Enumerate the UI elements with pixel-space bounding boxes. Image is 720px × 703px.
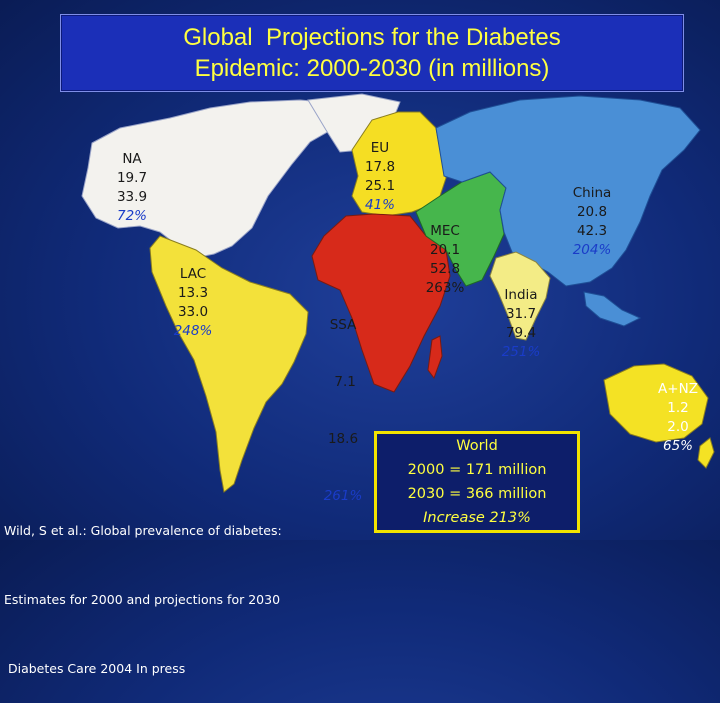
region-label-eu: EU 17.8 25.1 41% bbox=[350, 139, 410, 215]
citation: Wild, S et al.: Global prevalence of dia… bbox=[4, 473, 334, 703]
region-increase: 65% bbox=[662, 438, 693, 454]
region-label-na: NA 19.7 33.9 72% bbox=[104, 150, 160, 226]
region-label-china: China 20.8 42.3 204% bbox=[562, 184, 622, 260]
world-label: World bbox=[456, 438, 498, 454]
new-zealand-region bbox=[697, 437, 715, 469]
region-value-2030: 42.3 bbox=[576, 223, 608, 239]
region-value-2000: 20.8 bbox=[576, 204, 608, 220]
region-label-ssa: SSA 7.1 18.6 261% bbox=[314, 278, 372, 525]
citation-line-3: Diabetes Care 2004 In press bbox=[4, 661, 186, 676]
region-name: India bbox=[504, 287, 538, 303]
europe-region bbox=[351, 111, 447, 217]
citation-line-1: Wild, S et al.: Global prevalence of dia… bbox=[4, 523, 282, 538]
region-value-2000: 19.7 bbox=[116, 170, 148, 186]
region-value-2000: 7.1 bbox=[330, 374, 356, 390]
region-value-2000: 20.1 bbox=[429, 242, 461, 258]
region-increase: 41% bbox=[364, 197, 395, 213]
title-box: Global Projections for the Diabetes Epid… bbox=[60, 14, 684, 92]
region-value-2030: 2.0 bbox=[667, 419, 689, 435]
title-line-2: Epidemic: 2000-2030 (in millions) bbox=[194, 55, 550, 82]
region-value-2000: 1.2 bbox=[667, 400, 689, 416]
region-value-2000: 13.3 bbox=[177, 285, 209, 301]
region-value-2000: 31.7 bbox=[505, 306, 537, 322]
region-label-mec: MEC 20.1 52.8 263% bbox=[418, 222, 472, 298]
region-value-2030: 52.8 bbox=[429, 261, 461, 277]
region-value-2030: 79.4 bbox=[505, 325, 537, 341]
world-2030-line: 2030 = 366 million bbox=[407, 486, 547, 502]
region-name: China bbox=[572, 185, 612, 201]
region-name: LAC bbox=[179, 266, 207, 282]
region-name: MEC bbox=[430, 223, 460, 239]
region-name: A+NZ bbox=[658, 381, 698, 397]
north-america-region bbox=[81, 99, 346, 259]
region-increase: 251% bbox=[501, 344, 541, 360]
world-2000-line: 2000 = 171 million bbox=[407, 462, 547, 478]
region-increase: 72% bbox=[116, 208, 147, 224]
region-increase: 261% bbox=[323, 488, 363, 504]
india-region bbox=[489, 251, 551, 341]
world-increase: Increase 213% bbox=[423, 510, 531, 526]
region-value-2030: 33.0 bbox=[177, 304, 209, 320]
world-summary-box: World 2000 = 171 million 2030 = 366 mill… bbox=[374, 431, 580, 533]
southeast-asia-islands bbox=[583, 291, 642, 327]
citation-line-2: Estimates for 2000 and projections for 2… bbox=[4, 592, 281, 607]
region-value-2030: 18.6 bbox=[327, 431, 359, 447]
region-value-2030: 25.1 bbox=[364, 178, 396, 194]
region-name: EU bbox=[370, 140, 390, 156]
latin-america-region bbox=[149, 235, 309, 493]
region-label-india: India 31.7 79.4 251% bbox=[492, 286, 550, 362]
africa-region bbox=[311, 213, 451, 393]
australia-region bbox=[603, 363, 709, 443]
region-increase: 204% bbox=[572, 242, 612, 258]
world-map bbox=[81, 93, 715, 493]
region-label-lac: LAC 13.3 33.0 248% bbox=[166, 265, 220, 341]
region-name: SSA bbox=[329, 317, 357, 333]
madagascar-region bbox=[427, 335, 443, 380]
asia-region bbox=[435, 95, 701, 287]
title-line-1: Global Projections for the Diabetes bbox=[183, 24, 561, 51]
region-value-2000: 17.8 bbox=[364, 159, 396, 175]
region-increase: 263% bbox=[425, 280, 465, 296]
region-name: NA bbox=[122, 151, 142, 167]
region-label-anz: A+NZ 1.2 2.0 65% bbox=[640, 380, 716, 456]
region-value-2030: 33.9 bbox=[116, 189, 148, 205]
region-increase: 248% bbox=[173, 323, 213, 339]
